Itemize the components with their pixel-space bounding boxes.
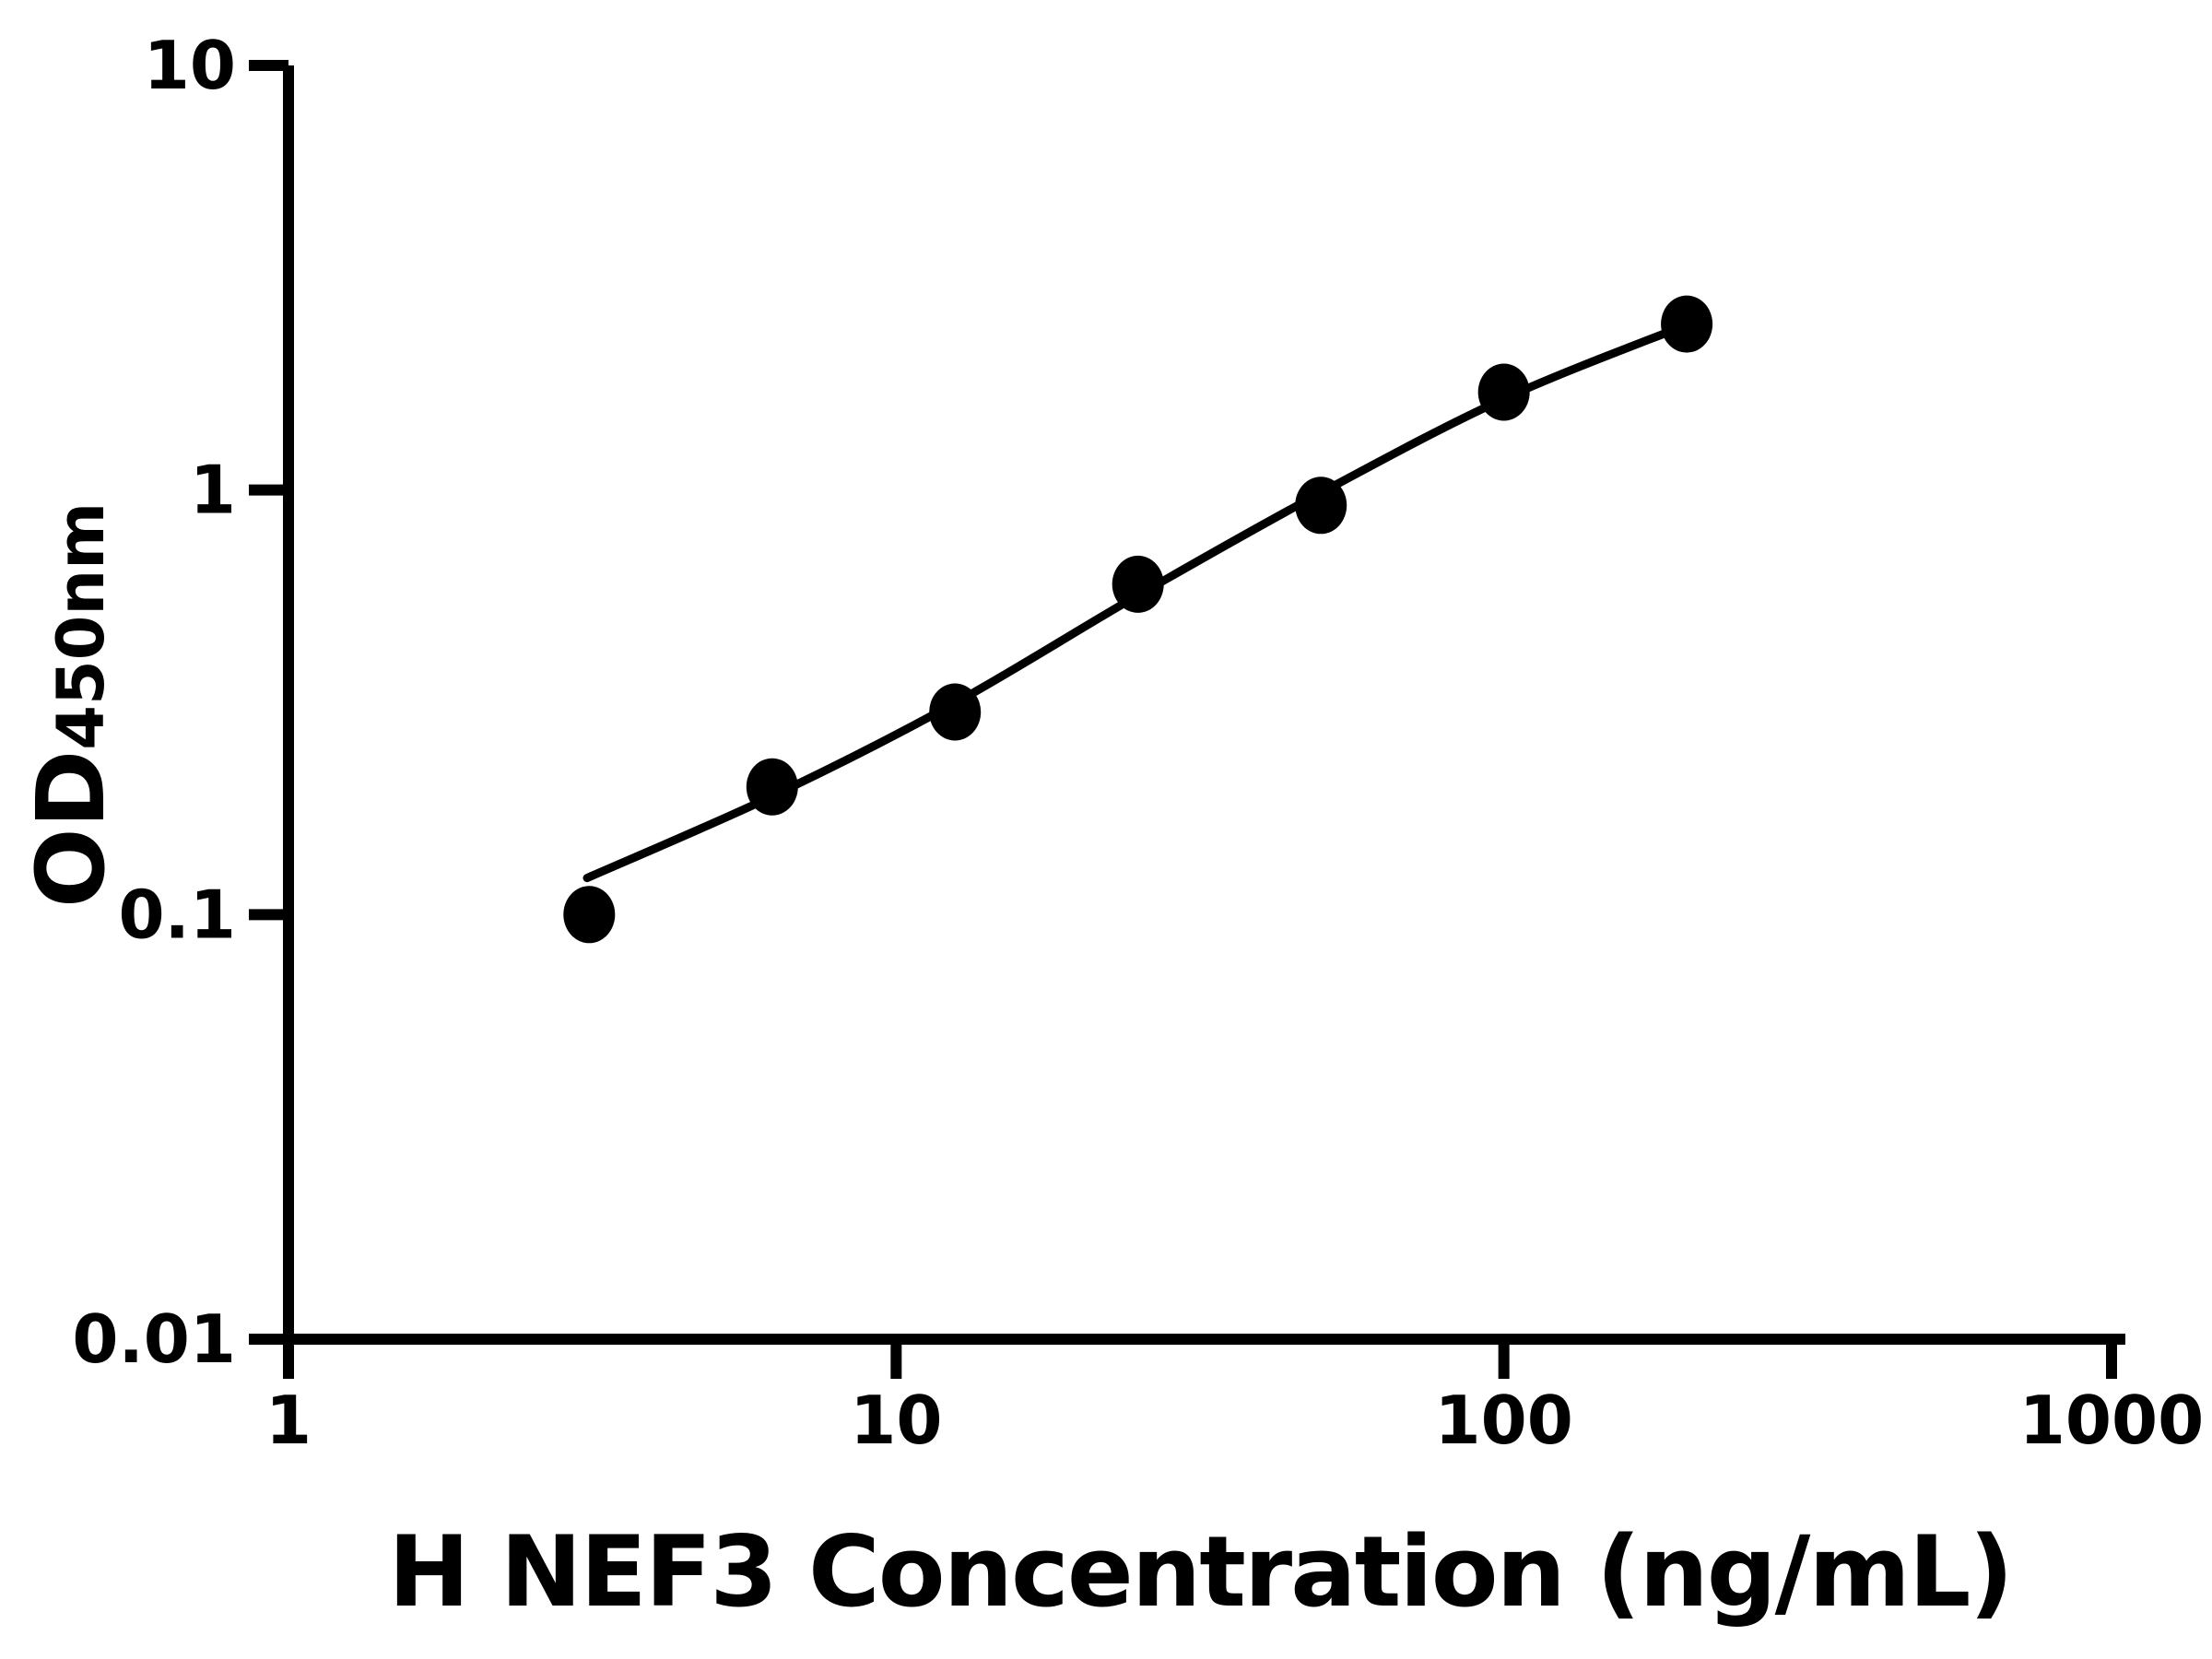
x-axis-tick-label: 100 [1435,1382,1573,1459]
y-axis-title-main: OD [17,750,126,908]
data-point [1295,477,1347,535]
y-axis-tick-label: 10 [144,27,236,104]
y-axis-tick-label: 0.01 [72,1300,236,1378]
x-axis-tick-label: 10 [850,1382,942,1459]
data-point [1112,555,1164,613]
y-axis-title: OD450nm [17,502,126,908]
data-point [563,886,616,944]
data-point [1661,295,1713,353]
x-axis-title: H NEF3 Concentration (ng/mL) [388,1515,2012,1629]
x-axis-tick-label: 1000 [2019,1382,2204,1459]
data-point [929,683,982,741]
y-axis-tick-labels: 0.01 0.1 1 10 [72,27,236,1378]
y-axis-tick-label: 1 [190,452,236,529]
data-points [563,295,1713,944]
y-axis-ticks [249,60,288,1345]
x-axis-tick-labels: 1 10 100 1000 [265,1382,2204,1459]
x-axis-ticks [283,1339,2117,1379]
x-axis-tick-label: 1 [265,1382,312,1459]
data-point [1477,363,1530,421]
y-axis-tick-label: 0.1 [118,876,236,953]
data-point [746,758,798,816]
y-axis-title-sub: 450nm [43,502,119,750]
